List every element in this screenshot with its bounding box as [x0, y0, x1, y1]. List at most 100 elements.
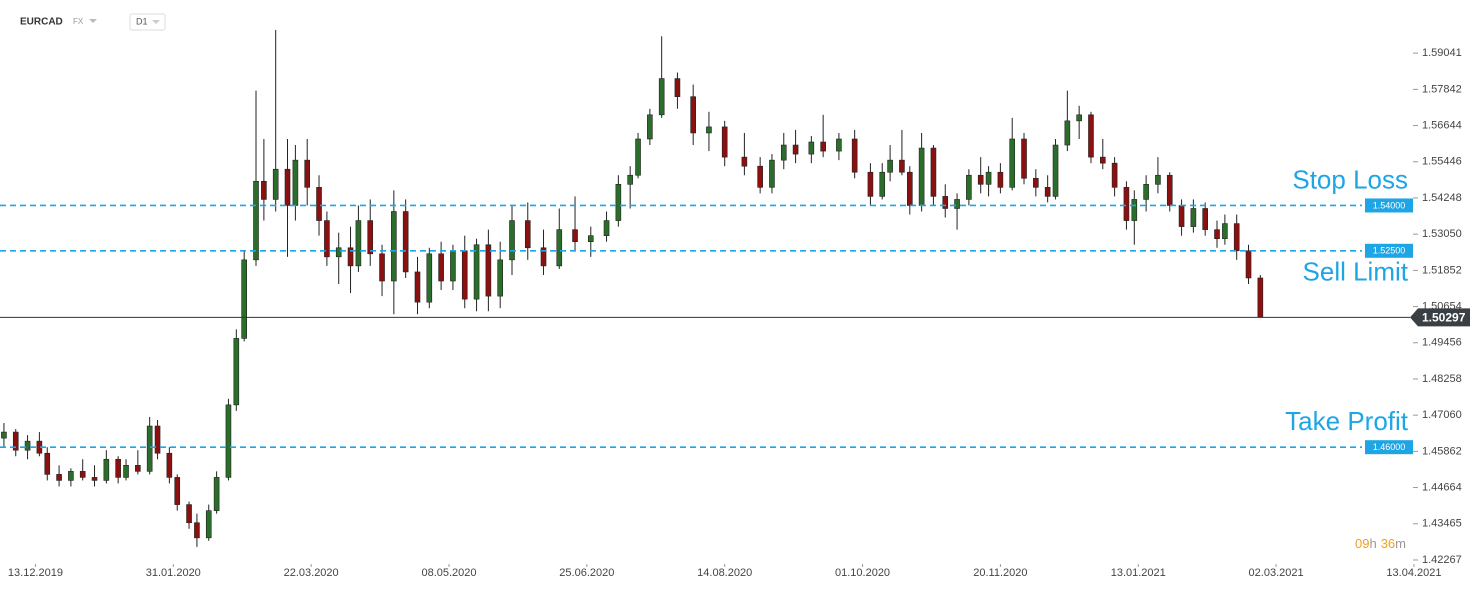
level-name: Stop Loss	[1292, 164, 1408, 194]
timer: 09h 36m	[1355, 536, 1406, 551]
candle-body	[887, 159, 893, 173]
candle-body	[966, 174, 972, 200]
candle-body	[1233, 223, 1240, 252]
candle-body	[1052, 144, 1059, 197]
candle-body	[1033, 177, 1039, 188]
candle-body	[851, 138, 858, 173]
candle-body	[438, 253, 444, 282]
level-name: Take Profit	[1285, 406, 1409, 436]
candle-body	[414, 271, 421, 303]
y-tick-label: 1.43465	[1422, 518, 1462, 530]
level-tag-label: 1.54000	[1373, 200, 1406, 210]
candle-body	[1214, 229, 1220, 239]
interval-box[interactable]	[129, 13, 166, 31]
candle-body	[450, 250, 456, 282]
candle-body	[335, 247, 342, 258]
candle-body	[213, 477, 220, 511]
candle-body	[1088, 114, 1094, 158]
candle-body	[1044, 187, 1051, 197]
candle-body	[79, 471, 86, 478]
candle-body	[907, 171, 913, 206]
candle-body	[205, 510, 212, 539]
level-tag-label: 1.46000	[1373, 442, 1406, 452]
y-tick-label: 1.56644	[1422, 119, 1462, 131]
candle-body	[627, 174, 633, 185]
candle-body	[12, 431, 19, 451]
candle-body	[658, 78, 665, 116]
candle-body	[1155, 174, 1161, 185]
interval[interactable]: D1	[136, 16, 148, 26]
candle-body	[272, 168, 279, 200]
candle-body	[674, 78, 681, 97]
level-tag	[1365, 198, 1413, 213]
candle-body	[194, 522, 200, 539]
candle-body	[635, 138, 641, 176]
candle-body	[985, 171, 992, 185]
candle-body	[524, 220, 531, 249]
candle-body	[355, 220, 362, 267]
timer-minutes: 36	[1381, 536, 1395, 551]
current-price-label: 1.50297	[1422, 311, 1466, 325]
y-tick-label: 1.44664	[1422, 481, 1462, 493]
candle-body	[1166, 174, 1173, 206]
candle-body	[879, 171, 886, 197]
candle-body	[253, 180, 259, 261]
candle-body	[930, 147, 937, 197]
candle-body	[186, 504, 192, 524]
candle-body	[347, 247, 354, 267]
candle-body	[572, 229, 578, 243]
timer-h: h	[1369, 536, 1376, 551]
y-tick-label: 1.47060	[1422, 409, 1462, 421]
x-tick-label: 31.01.2020	[146, 567, 201, 579]
candle-body	[867, 171, 874, 197]
candle-body	[324, 220, 330, 258]
level-name: Sell Limit	[1303, 257, 1409, 287]
y-tick-label: 1.45862	[1422, 445, 1462, 457]
candle-body	[1222, 223, 1228, 239]
candle-body	[304, 159, 311, 188]
candle-body	[68, 471, 74, 481]
x-tick-label: 13.12.2019	[8, 567, 63, 579]
candle-body	[241, 259, 247, 339]
symbol[interactable]: EURCAD	[20, 17, 63, 28]
candle-body	[174, 477, 181, 505]
y-tick-label: 1.51852	[1422, 264, 1462, 276]
candle-body	[1178, 205, 1185, 227]
candle-body	[497, 259, 503, 297]
candle-body	[1143, 184, 1149, 200]
x-tick-label: 13.01.2021	[1111, 567, 1166, 579]
y-tick-label: 1.49456	[1422, 337, 1462, 349]
candle-body	[426, 253, 433, 303]
candle-body	[461, 250, 468, 300]
market: FX	[73, 17, 84, 26]
candle-body	[391, 211, 397, 282]
candle-body	[808, 141, 815, 155]
candle-body	[1245, 250, 1252, 279]
candle-body	[115, 458, 121, 478]
candle-body	[997, 171, 1004, 188]
candle-body	[225, 404, 232, 478]
x-tick-label: 02.03.2021	[1249, 567, 1304, 579]
candle-body	[1, 431, 7, 439]
y-tick-label: 1.48258	[1422, 373, 1462, 385]
interval-caret[interactable]	[152, 20, 160, 24]
candle-body	[103, 458, 110, 481]
dropdown-caret[interactable]	[89, 19, 97, 23]
candle-body	[367, 220, 374, 255]
candle-body	[942, 196, 949, 209]
x-tick-label: 25.06.2020	[559, 567, 614, 579]
candle-body	[1190, 208, 1197, 227]
candle-body	[261, 180, 267, 200]
candle-body	[473, 244, 480, 300]
candle-body	[485, 244, 492, 297]
candle-body	[1111, 162, 1118, 188]
candle-body	[954, 199, 960, 209]
candle-body	[769, 159, 775, 188]
candle-body	[721, 126, 728, 158]
candle-body	[509, 220, 515, 261]
candle-body	[292, 159, 299, 206]
candle-body	[402, 211, 409, 273]
timer-hours: 09	[1355, 536, 1369, 551]
candle-body	[1021, 138, 1027, 179]
